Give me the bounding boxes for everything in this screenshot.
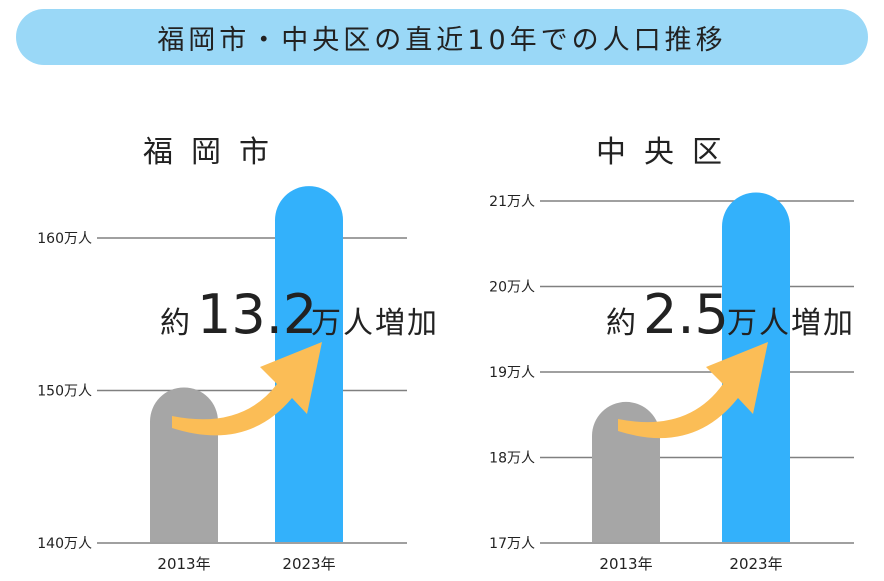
chart-title-chuo: 中央区 [596, 135, 740, 170]
page-title-banner: 福岡市・中央区の直近10年での人口推移 [16, 9, 868, 65]
annotation-value-chuo: 2.5 [643, 283, 729, 346]
y-tick-label-chuo: 19万人 [489, 365, 535, 381]
x-tick-label-fukuoka: 2023年 [282, 555, 335, 573]
x-tick-label-chuo: 2023年 [729, 555, 782, 573]
page-title: 福岡市・中央区の直近10年での人口推移 [157, 24, 727, 56]
y-tick-label-chuo: 18万人 [489, 451, 535, 467]
increase-arrow-fukuoka [172, 342, 322, 436]
annotation-prefix-fukuoka: 約 [160, 306, 190, 341]
chart-title-fukuoka: 福岡市 [143, 135, 287, 170]
annotation-prefix-chuo: 約 [606, 306, 636, 341]
x-tick-label-fukuoka: 2013年 [157, 555, 210, 573]
y-tick-label-fukuoka: 140万人 [37, 536, 92, 552]
y-tick-label-chuo: 17万人 [489, 536, 535, 552]
bar-chuo-2013 [592, 401, 660, 542]
annotation-value-fukuoka: 13.2 [197, 283, 317, 346]
y-tick-label-chuo: 20万人 [489, 280, 535, 296]
y-tick-label-fukuoka: 160万人 [37, 231, 92, 247]
y-tick-label-fukuoka: 150万人 [37, 384, 92, 400]
bar-fukuoka-2013 [150, 387, 218, 542]
x-tick-label-chuo: 2013年 [599, 555, 652, 573]
increase-arrow-chuo [618, 342, 768, 439]
annotation-suffix-fukuoka: 万人増加 [311, 306, 439, 341]
y-tick-label-chuo: 21万人 [489, 194, 535, 210]
annotation-suffix-chuo: 万人増加 [727, 306, 855, 341]
